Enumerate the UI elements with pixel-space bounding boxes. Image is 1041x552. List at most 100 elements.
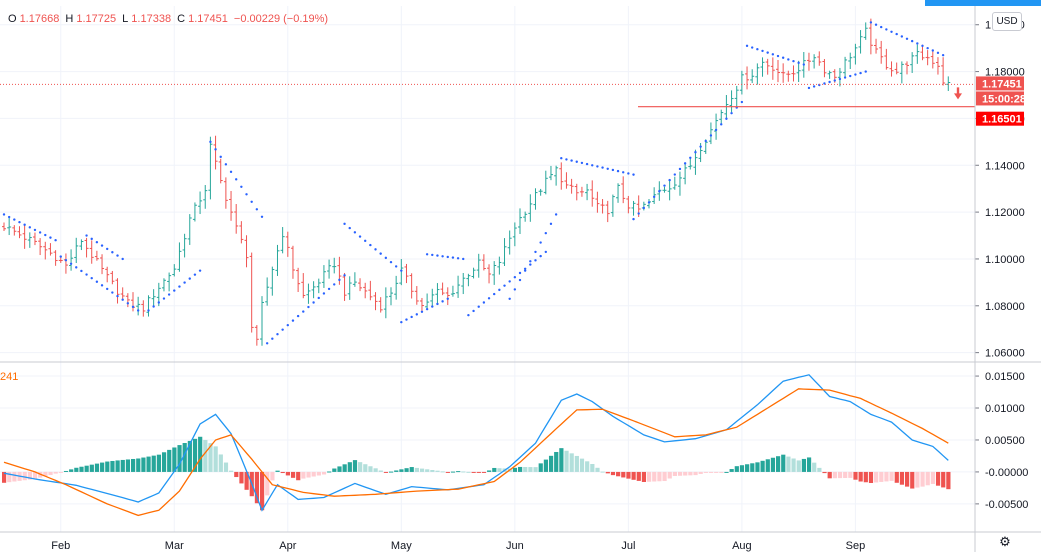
sar-dot bbox=[611, 168, 615, 172]
ohlc-bar bbox=[456, 275, 461, 298]
ohlc-bar bbox=[161, 278, 166, 292]
sar-dot bbox=[874, 23, 878, 26]
histogram-bar bbox=[27, 471, 32, 480]
sar-dot bbox=[436, 302, 439, 306]
sar-dot bbox=[446, 297, 449, 300]
ohlc-bar bbox=[270, 266, 275, 296]
histogram-bar bbox=[296, 471, 301, 481]
histogram-bar bbox=[806, 457, 812, 472]
ohlc-bar bbox=[863, 22, 868, 40]
sar-dot bbox=[157, 301, 160, 304]
histogram-bar bbox=[172, 447, 177, 472]
sar-dot bbox=[560, 157, 563, 160]
histogram-bar bbox=[394, 470, 399, 472]
histogram-bar bbox=[765, 459, 770, 472]
ohlc-bar bbox=[244, 235, 249, 268]
histogram-bar bbox=[89, 464, 94, 472]
sar-dot bbox=[513, 288, 517, 291]
sar-dot bbox=[7, 215, 11, 219]
sar-dot bbox=[338, 278, 341, 282]
price-tick-label: 1.08000 bbox=[985, 301, 1025, 313]
close-label: C bbox=[177, 13, 186, 25]
ohlc-bar bbox=[94, 250, 99, 261]
sar-dot bbox=[493, 292, 496, 296]
ohlc-bar bbox=[662, 186, 667, 193]
ohlc-bar bbox=[693, 149, 698, 175]
histogram-bar bbox=[595, 467, 600, 472]
ohlc-bar bbox=[58, 256, 63, 263]
sar-dot bbox=[400, 320, 403, 324]
ohlc-bar bbox=[905, 61, 909, 75]
sar-dot bbox=[456, 257, 460, 260]
histogram-bar bbox=[641, 471, 647, 482]
histogram-bar bbox=[755, 462, 760, 472]
ohlc-bar bbox=[548, 165, 553, 181]
ohlc-bar bbox=[585, 183, 590, 201]
sar-dot bbox=[198, 269, 202, 272]
sar-dot bbox=[838, 77, 842, 81]
histogram-bar bbox=[858, 471, 863, 482]
ohlc-bar bbox=[12, 225, 17, 236]
ohlc-bar bbox=[487, 264, 492, 284]
ohlc-bar bbox=[290, 245, 295, 279]
histogram-bar bbox=[610, 471, 616, 476]
ohlc-bar bbox=[605, 200, 610, 223]
sar-dot bbox=[49, 236, 52, 239]
ohlc-bar bbox=[239, 221, 244, 244]
ohlc-bar bbox=[610, 194, 615, 217]
histogram-bar bbox=[347, 462, 352, 472]
sar-dot bbox=[431, 305, 434, 308]
sar-dot bbox=[271, 337, 274, 340]
sar-dot bbox=[245, 193, 248, 196]
sar-dot bbox=[477, 305, 480, 308]
ohlc-bar bbox=[425, 293, 430, 310]
sar-dot bbox=[941, 53, 945, 57]
sar-dot bbox=[756, 48, 759, 51]
ohlc-bar bbox=[941, 57, 946, 86]
histogram-bar bbox=[879, 471, 884, 482]
ohlc-bar bbox=[564, 172, 569, 189]
sar-dot bbox=[668, 178, 671, 182]
histogram-bar bbox=[590, 464, 595, 472]
histogram-bar bbox=[156, 454, 161, 472]
histogram-bar bbox=[848, 471, 853, 478]
sar-dot bbox=[312, 301, 315, 304]
sar-dot bbox=[658, 190, 661, 193]
histogram-bar bbox=[621, 471, 626, 478]
sar-dot bbox=[322, 292, 326, 295]
sar-dot bbox=[90, 276, 93, 280]
ohlc-bar bbox=[770, 57, 775, 80]
ohlc-bar bbox=[554, 165, 559, 186]
histogram-bar bbox=[378, 470, 383, 472]
sar-dot bbox=[854, 73, 857, 76]
gear-icon[interactable]: ⚙ bbox=[999, 534, 1011, 549]
sar-dot bbox=[240, 185, 243, 189]
ohlc-bar bbox=[347, 276, 352, 300]
ohlc-bar bbox=[389, 287, 393, 306]
ohlc-bar bbox=[776, 59, 780, 83]
ohlc-bar bbox=[358, 278, 363, 292]
histogram-bar bbox=[941, 471, 946, 488]
sar-dot bbox=[787, 58, 790, 61]
ohlc-bar bbox=[822, 59, 827, 78]
ohlc-bar bbox=[125, 293, 130, 308]
histogram-bar bbox=[683, 471, 688, 476]
histogram-bar bbox=[538, 463, 543, 472]
sar-dot bbox=[116, 294, 119, 298]
sar-dot bbox=[327, 287, 331, 291]
histogram-bar bbox=[146, 456, 151, 472]
ohlc-bar bbox=[399, 259, 404, 286]
ohlc-bar bbox=[404, 263, 409, 284]
ohlc-bar bbox=[208, 136, 213, 200]
histogram-layer bbox=[2, 436, 951, 511]
histogram-bar bbox=[698, 471, 703, 474]
ohlc-bar bbox=[115, 278, 120, 304]
ohlc-bar bbox=[688, 158, 693, 170]
sar-dot bbox=[260, 215, 264, 218]
ohlc-bar bbox=[533, 188, 538, 210]
sar-dot bbox=[709, 134, 713, 137]
ohlc-bar bbox=[38, 238, 43, 256]
currency-button[interactable]: USD bbox=[992, 12, 1022, 31]
